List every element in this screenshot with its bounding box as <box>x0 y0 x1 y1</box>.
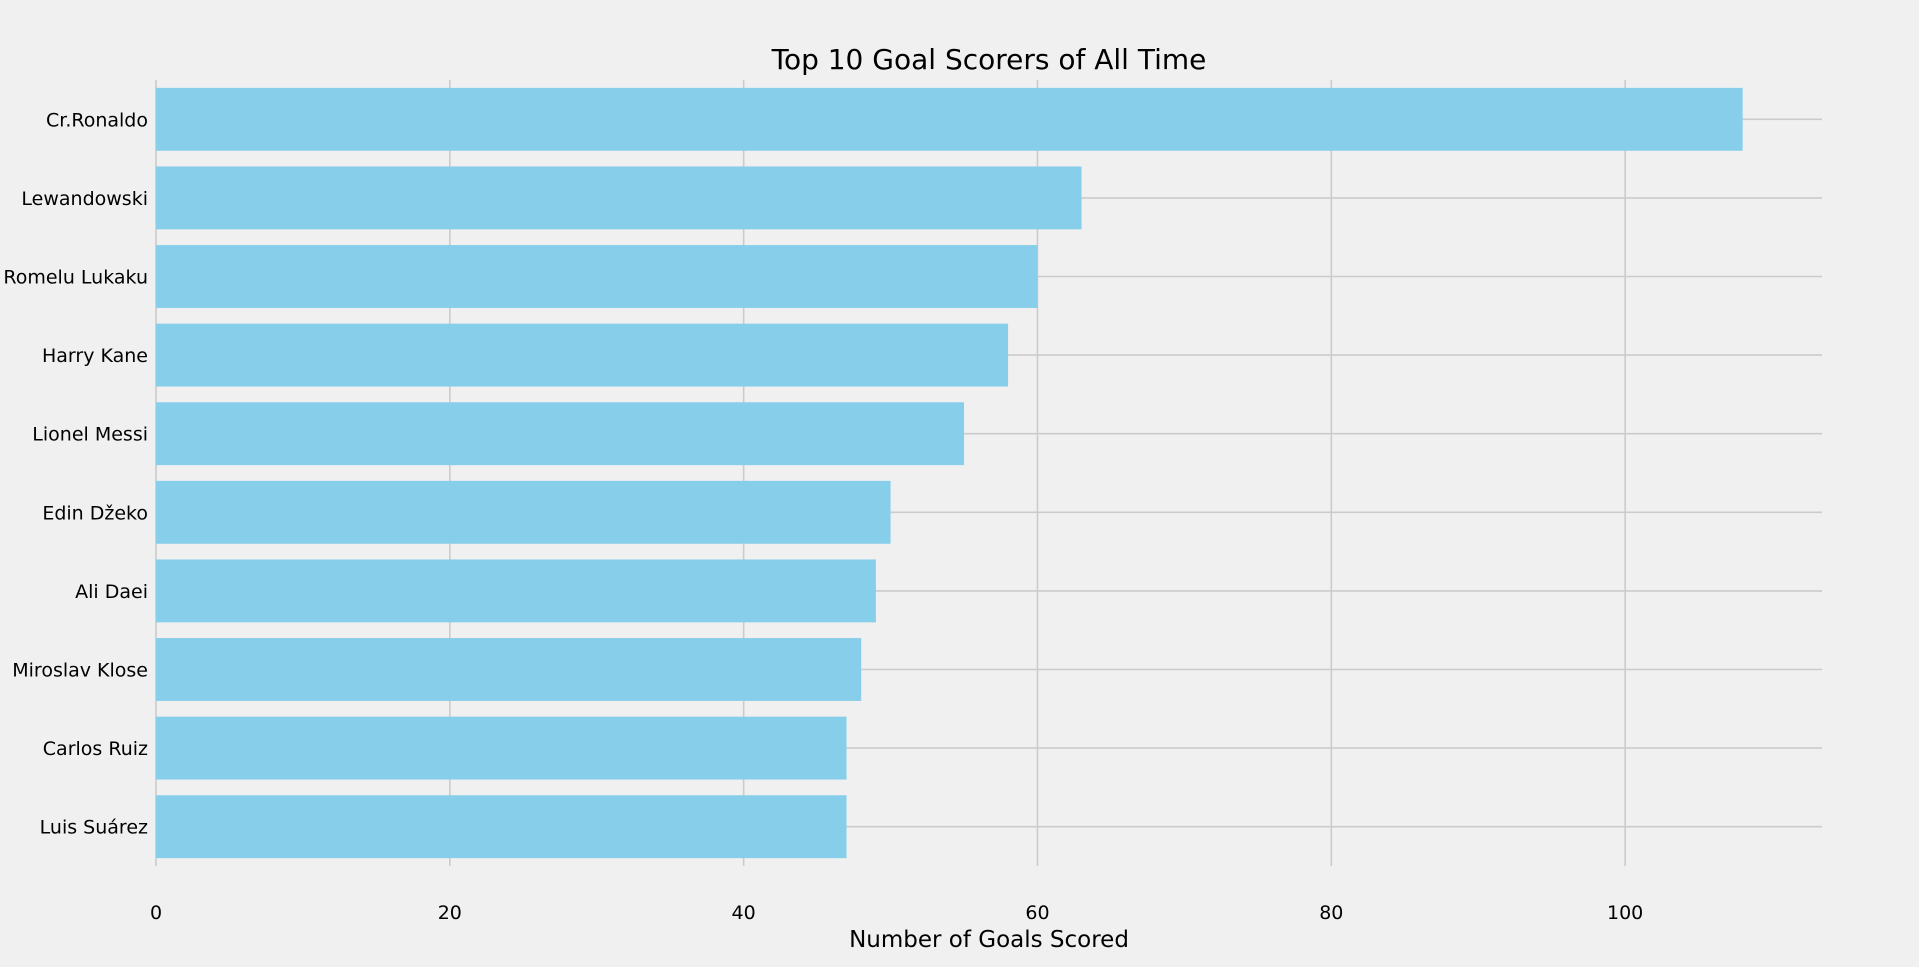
y-tick-label: Lewandowski <box>21 188 148 210</box>
bar <box>156 638 862 701</box>
bar <box>156 87 1743 151</box>
bar <box>156 402 965 466</box>
x-tick-label: 60 <box>1025 902 1049 924</box>
bar <box>156 480 891 544</box>
y-tick-labels: Cr.Ronaldo Lewandowski Romelu Lukaku Harry … <box>3 109 148 838</box>
y-tick-label: Miroslav Klose <box>12 660 148 682</box>
x-axis-label: Number of Goals Scored <box>849 927 1129 953</box>
bar <box>156 245 1038 308</box>
bar <box>156 795 847 859</box>
x-tick-label: 0 <box>150 902 162 924</box>
y-tick-label: Luis Suárez <box>40 817 148 839</box>
bar <box>156 716 847 780</box>
x-tick-label: 20 <box>438 902 462 924</box>
y-tick-label: Romelu Lukaku <box>3 267 148 289</box>
y-tick-label: Edin Džeko <box>42 502 148 524</box>
x-tick-label: 80 <box>1319 902 1343 924</box>
bar <box>156 166 1082 230</box>
chart-title: Top 10 Goal Scorers of All Time <box>771 43 1207 76</box>
bar <box>156 323 1009 387</box>
y-tick-label: Lionel Messi <box>32 424 148 446</box>
x-tick-labels: 0 20 40 60 80 100 <box>150 902 1643 924</box>
x-tick-label: 100 <box>1607 902 1643 924</box>
y-tick-label: Harry Kane <box>42 345 148 367</box>
bars <box>156 87 1743 859</box>
x-tick-label: 40 <box>732 902 756 924</box>
y-tick-label: Carlos Ruiz <box>43 738 148 760</box>
y-tick-label: Cr.Ronaldo <box>46 109 148 131</box>
y-tick-label: Ali Daei <box>75 581 148 603</box>
bar <box>156 559 876 623</box>
